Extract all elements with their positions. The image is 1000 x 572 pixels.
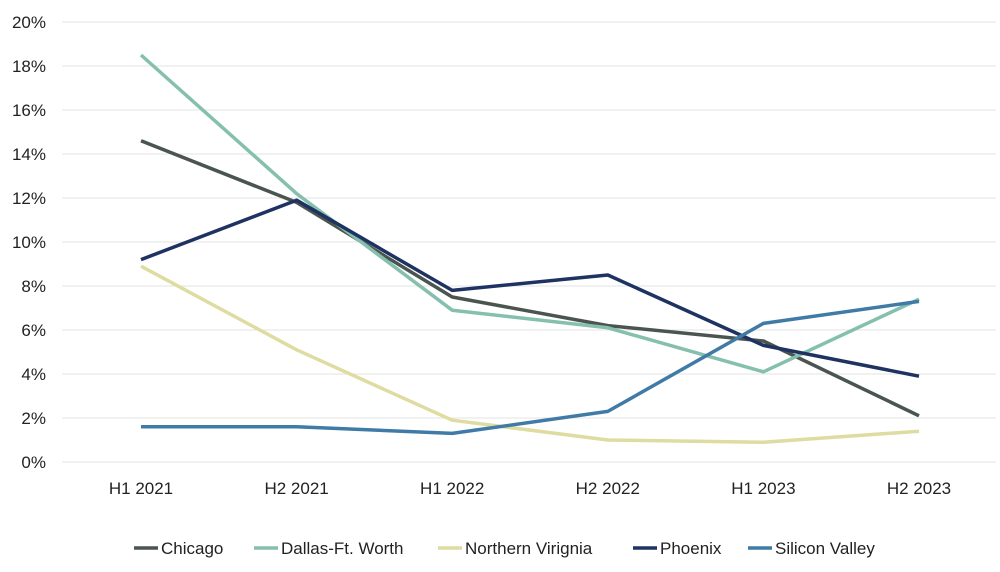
series-line-northern-virignia	[140, 264, 920, 444]
legend-label-dallas-ft-worth: Dallas-Ft. Worth	[281, 539, 404, 558]
x-tick-label: H1 2023	[731, 479, 795, 498]
gridlines	[62, 21, 996, 463]
series-lines	[139, 53, 920, 444]
series-line-phoenix	[140, 198, 920, 378]
legend-label-phoenix: Phoenix	[660, 539, 722, 558]
y-tick-label: 4%	[21, 365, 46, 384]
x-tick-label: H2 2023	[887, 479, 951, 498]
y-axis-tick-labels: 0% 2% 4% 6% 8% 10% 12% 14% 16% 18% 20%	[12, 13, 46, 472]
y-tick-label: 10%	[12, 233, 46, 252]
legend: Chicago Dallas-Ft. Worth Northern Virignia…	[134, 539, 875, 558]
y-tick-label: 14%	[12, 145, 46, 164]
y-tick-label: 0%	[21, 453, 46, 472]
y-tick-label: 8%	[21, 277, 46, 296]
x-tick-label: H1 2021	[109, 479, 173, 498]
y-tick-label: 16%	[12, 101, 46, 120]
x-axis-tick-labels: H1 2021 H2 2021 H1 2022 H2 2022 H1 2023 H2 20…	[109, 479, 951, 498]
legend-label-silicon-valley: Silicon Valley	[775, 539, 875, 558]
x-tick-label: H1 2022	[420, 479, 484, 498]
series-line-silicon-valley	[141, 299, 920, 436]
y-tick-label: 6%	[21, 321, 46, 340]
x-tick-label: H2 2022	[576, 479, 640, 498]
x-tick-label: H2 2021	[264, 479, 328, 498]
legend-label-northern-virignia: Northern Virignia	[465, 539, 593, 558]
series-line-chicago	[140, 139, 920, 418]
y-tick-label: 2%	[21, 409, 46, 428]
y-tick-label: 12%	[12, 189, 46, 208]
legend-label-chicago: Chicago	[161, 539, 223, 558]
y-tick-label: 18%	[12, 57, 46, 76]
y-tick-label: 20%	[12, 13, 46, 32]
series-line-dallas-ft-worth	[139, 53, 920, 374]
